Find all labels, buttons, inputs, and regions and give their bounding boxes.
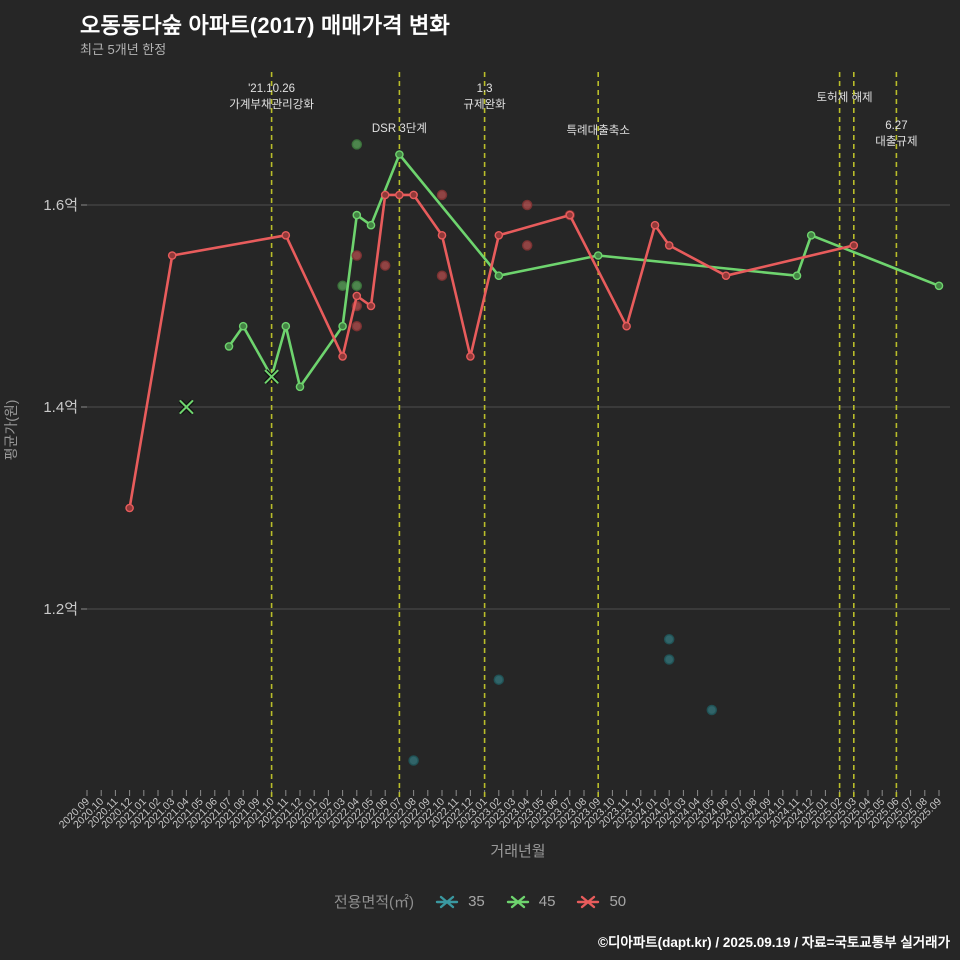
event-line-2025-02: 토허제 해제 — [817, 72, 873, 797]
event-line-2025-06: 6.27 대출규제 — [875, 72, 918, 797]
legend-item-label: 35 — [468, 893, 485, 910]
series-50 — [125, 189, 859, 513]
legend-item-label: 45 — [538, 893, 556, 910]
y-gridlines — [87, 204, 950, 610]
avg-point-50 — [281, 230, 291, 240]
avg-point-50 — [395, 190, 404, 200]
event-annotation: 1.3 규제완화 — [463, 83, 506, 111]
avg-point-45 — [792, 271, 802, 281]
avg-point-50 — [664, 241, 674, 250]
series-35 — [408, 634, 718, 766]
event-line-2022-07: DSR 3단계 — [372, 72, 427, 797]
legend-x-line-icon — [506, 895, 529, 908]
avg-point-50 — [125, 503, 134, 513]
avg-point-50 — [338, 352, 347, 361]
legend-title: 전용면적(㎡) — [333, 894, 415, 911]
avg-point-50 — [721, 271, 731, 281]
event-annotation: 특례대출축소 — [566, 124, 629, 137]
event-annotation: '21.10.26 가계부채관리강화 — [229, 83, 314, 111]
x-axis-ticks — [86, 790, 940, 796]
legend-item-35[interactable]: 35 — [434, 893, 485, 910]
deal-point-35 — [663, 634, 675, 645]
deal-point-50 — [351, 250, 363, 261]
avg-point-45 — [281, 321, 291, 331]
deal-point-50 — [436, 189, 448, 201]
deal-point-35 — [493, 674, 505, 685]
y-axis-title: 평균가(원) — [3, 400, 19, 461]
avg-point-45 — [352, 210, 362, 220]
y-tick-label: 1.6억 — [43, 197, 78, 214]
event-annotation: DSR 3단계 — [372, 122, 427, 135]
avg-point-45 — [366, 220, 376, 230]
y-tick-label: 1.4억 — [43, 399, 78, 416]
avg-point-45 — [295, 382, 305, 392]
chart-legend: 전용면적(㎡) 35 45 50 — [0, 891, 960, 912]
avg-point-50 — [466, 352, 475, 361]
legend-x-line-icon — [435, 895, 459, 908]
event-annotation: 토허제 해제 — [817, 91, 873, 104]
event-line-2023-09: 특례대출축소 — [566, 72, 630, 797]
deal-point-35 — [706, 704, 718, 716]
page-subtitle: 최근 5개년 한정 — [80, 42, 167, 57]
y-axis-ticks: 1.6억 1.4억 1.2억 — [43, 197, 87, 618]
legend-item-label: 50 — [609, 893, 627, 910]
avg-point-50 — [366, 301, 376, 311]
avg-point-50 — [650, 220, 660, 230]
legend-item-50[interactable]: 50 — [575, 893, 626, 910]
x-axis-title: 거래년월 — [490, 843, 545, 860]
deal-point-45 — [337, 280, 348, 292]
deal-point-50 — [379, 260, 391, 271]
avg-point-45 — [238, 321, 248, 331]
avg-point-45 — [224, 342, 234, 351]
y-tick-label: 1.2억 — [43, 601, 78, 618]
avg-point-50 — [437, 230, 447, 240]
source-credit: ©디아파트(dapt.kr) / 2025.09.19 / 자료=국토교통부 실… — [598, 935, 950, 950]
avg-point-50 — [622, 321, 631, 331]
deal-point-50 — [436, 270, 448, 281]
avg-point-50 — [849, 241, 859, 250]
deal-point-45 — [351, 139, 363, 150]
page-title: 오동동다숲 아파트(2017) 매매가격 변화 — [80, 13, 450, 38]
event-annotation: 6.27 대출규제 — [875, 120, 917, 148]
avg-point-45 — [395, 150, 404, 159]
avg-point-50 — [565, 210, 575, 220]
avg-point-45 — [338, 321, 347, 331]
event-line-2021-10: '21.10.26 가계부채관리강화 — [229, 72, 314, 797]
avg-point-45 — [934, 281, 944, 291]
avg-point-45 — [806, 230, 816, 240]
deal-point-35 — [408, 755, 419, 766]
series-45-line — [227, 153, 941, 389]
event-line-2023-01: 1.3 규제완화 — [463, 72, 506, 797]
avg-point-50 — [409, 190, 418, 200]
deal-point-45 — [351, 280, 363, 292]
legend-x-line-icon — [577, 895, 600, 908]
avg-point-50 — [494, 230, 504, 240]
deal-point-50 — [351, 320, 363, 332]
avg-point-45 — [593, 251, 603, 260]
axis-titles: 거래년월 평균가(원) — [3, 400, 546, 860]
series-50-line — [128, 193, 856, 510]
legend-item-45[interactable]: 45 — [505, 893, 556, 910]
series-45 — [178, 139, 944, 415]
avg-point-45 — [494, 271, 504, 281]
x-axis-labels: 2020.092020.102020.112020.122021.012021.… — [57, 796, 944, 831]
deal-point-35 — [663, 654, 675, 665]
avg-point-50 — [167, 251, 177, 260]
deal-point-50 — [521, 240, 533, 251]
avg-point-50 — [352, 291, 362, 301]
avg-point-50 — [380, 190, 390, 200]
deal-point-50 — [521, 199, 533, 211]
